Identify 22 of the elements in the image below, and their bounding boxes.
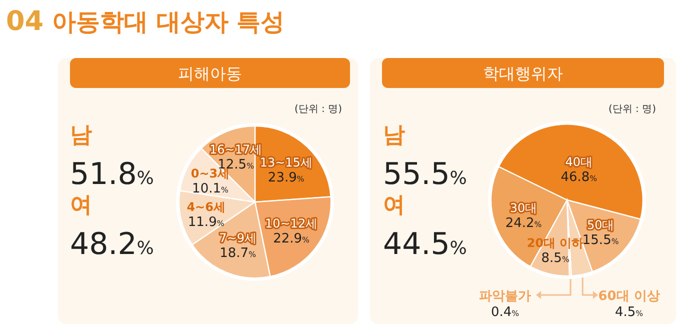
slice-label: 40대 [565, 154, 593, 169]
slice-label: 파악불가 [479, 289, 531, 304]
slice-label: 13~15세 [260, 156, 312, 170]
text: 남 [70, 123, 92, 148]
chart-title: 학대행위자 [483, 64, 563, 83]
text: 여 [383, 193, 405, 218]
text: 여 [70, 193, 92, 218]
text: 04 아동학대 대상자 특성 [6, 6, 285, 37]
text: 51.8% [70, 157, 154, 192]
chart-title: 피해아동 [178, 64, 242, 83]
text: 남 [383, 123, 405, 148]
slice-label: 30대 [510, 200, 538, 215]
text: (단위 : 명) [294, 104, 342, 115]
slice-label: 50대 [586, 218, 614, 232]
text: (단위 : 명) [608, 104, 656, 115]
text: 44.5% [383, 227, 467, 262]
slice-label: 10~12세 [264, 216, 318, 231]
text: 55.5% [383, 157, 467, 192]
text: 48.2% [70, 227, 154, 262]
slice-label: 60대 이상 [598, 289, 660, 304]
slice-label: 7~9세 [219, 231, 256, 246]
slice-label: 4~6세 [186, 200, 226, 214]
